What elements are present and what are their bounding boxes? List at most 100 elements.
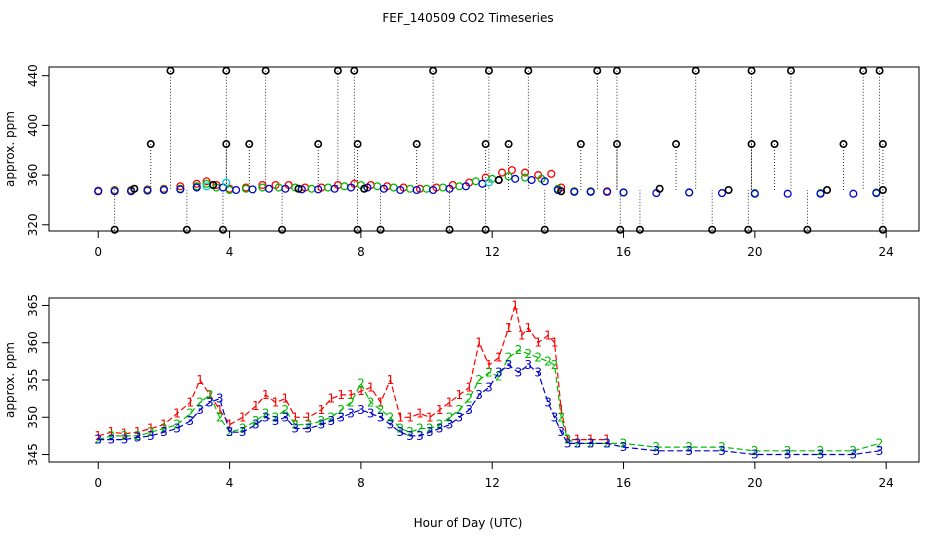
series-marker-3: 3	[426, 425, 434, 439]
x-tick-label: 24	[879, 245, 894, 259]
data-point-spikes-high	[612, 66, 621, 75]
data-point-series-3	[396, 185, 405, 195]
x-tick-label: 0	[94, 476, 102, 490]
series-line-3	[98, 364, 880, 456]
data-point-series-3	[281, 184, 290, 193]
series-marker-2: 2	[564, 433, 572, 447]
data-point-series-3	[478, 179, 487, 188]
data-point-spikes-mid	[672, 140, 681, 149]
data-point-series-3	[750, 189, 759, 198]
data-point-baseline-black	[294, 184, 303, 193]
data-point-spikes-low	[376, 225, 385, 234]
data-point-cyan-marks	[484, 178, 493, 187]
series-marker-1: 1	[456, 388, 464, 402]
data-point-baseline-black	[878, 186, 887, 195]
y-tick-label: 365	[26, 294, 40, 317]
x-tick-label: 20	[747, 245, 762, 259]
series-marker-3: 3	[226, 425, 234, 439]
series-marker-3: 3	[620, 440, 628, 454]
series-marker-2: 2	[534, 351, 542, 365]
x-tick-label: 12	[485, 476, 500, 490]
data-point-spikes-mid	[314, 140, 323, 149]
series-marker-3: 3	[239, 425, 247, 439]
data-point-series-3	[461, 182, 470, 191]
series-marker-1: 1	[239, 410, 247, 424]
series-marker-2: 2	[216, 410, 224, 424]
data-point-series-3	[192, 183, 201, 192]
series-marker-2: 2	[406, 425, 414, 439]
data-point-series-3	[872, 189, 881, 198]
data-point-baseline-black	[823, 186, 832, 195]
series-marker-1: 1	[525, 321, 533, 335]
series-marker-3: 3	[305, 421, 313, 435]
series-marker-3: 3	[173, 421, 181, 435]
y-tick-label: 320	[26, 213, 40, 236]
y-tick-label: 345	[26, 443, 40, 466]
series-marker-2: 2	[416, 421, 424, 435]
x-tick-label: 4	[226, 245, 234, 259]
series-marker-3: 3	[557, 425, 565, 439]
x-tick-label: 16	[616, 476, 631, 490]
series-marker-3: 3	[505, 358, 513, 372]
series-marker-2: 2	[685, 440, 693, 454]
series-marker-1: 1	[446, 395, 454, 409]
data-point-series-3	[379, 184, 388, 193]
series-marker-1: 1	[416, 407, 424, 421]
series-marker-2: 2	[850, 444, 858, 458]
series-marker-3: 3	[416, 429, 424, 443]
data-point-spikes-high	[333, 66, 342, 75]
x-tick-label: 16	[616, 245, 631, 259]
series-marker-3: 3	[544, 395, 552, 409]
series-marker-2: 2	[252, 414, 260, 428]
data-point-spikes-high	[350, 66, 359, 75]
series-marker-3: 3	[485, 380, 493, 394]
data-point-spikes-low	[219, 225, 228, 234]
x-tick-label: 20	[747, 476, 762, 490]
data-point-series-3	[783, 189, 792, 198]
data-point-baseline-black	[209, 181, 218, 190]
series-marker-3: 3	[186, 414, 194, 428]
data-point-spikes-low	[616, 225, 625, 234]
data-point-series-2	[389, 183, 398, 192]
data-point-series-3	[94, 187, 103, 196]
series-marker-2: 2	[357, 377, 365, 391]
data-point-series-1	[520, 168, 530, 177]
data-point-spikes-low	[635, 225, 644, 234]
series-marker-2: 2	[525, 347, 533, 361]
data-point-spikes-low	[445, 225, 454, 234]
series-marker-2: 2	[206, 388, 214, 402]
series-marker-1: 1	[328, 392, 336, 406]
series-marker-3: 3	[252, 418, 260, 432]
data-point-series-2	[324, 183, 333, 192]
series-line-1	[98, 303, 608, 441]
series-marker-3: 3	[751, 448, 759, 462]
series-marker-2: 2	[291, 418, 299, 432]
data-point-series-3	[570, 187, 579, 196]
data-point-series-2	[406, 184, 415, 193]
data-point-baseline-black	[655, 184, 664, 193]
series-marker-3: 3	[587, 436, 595, 450]
series-marker-1: 1	[347, 388, 355, 402]
plot-frame	[48, 297, 920, 463]
series-marker-2: 2	[456, 403, 464, 417]
series-marker-1: 1	[557, 403, 565, 417]
series-marker-2: 2	[485, 366, 493, 380]
data-point-spikes-mid	[504, 140, 513, 149]
data-point-spikes-high	[875, 66, 884, 75]
series-marker-1: 1	[94, 429, 102, 443]
y-tick-label: 360	[26, 331, 40, 354]
series-marker-3: 3	[121, 433, 129, 447]
data-point-spikes-high	[261, 66, 270, 75]
series-marker-3: 3	[525, 358, 533, 372]
series-marker-3: 3	[876, 444, 884, 458]
series-marker-1: 1	[574, 433, 582, 447]
series-marker-3: 3	[160, 425, 168, 439]
data-point-spikes-low	[278, 225, 287, 234]
series-marker-3: 3	[134, 430, 142, 444]
data-point-spikes-mid	[576, 140, 585, 149]
series-marker-1: 1	[337, 388, 345, 402]
data-point-spikes-mid	[747, 140, 756, 149]
y-tick-label: 355	[26, 369, 40, 392]
series-marker-2: 2	[515, 343, 523, 357]
series-marker-2: 2	[226, 425, 234, 439]
